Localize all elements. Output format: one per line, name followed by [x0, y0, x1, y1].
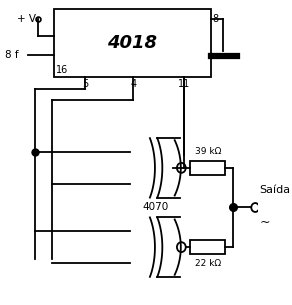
- Text: 11: 11: [178, 79, 191, 89]
- Bar: [190, 161, 225, 175]
- Text: 8: 8: [213, 14, 219, 24]
- Text: 39 kΩ: 39 kΩ: [194, 147, 221, 156]
- Text: 16: 16: [56, 65, 68, 75]
- Bar: [190, 240, 225, 254]
- Text: 5: 5: [82, 79, 88, 89]
- Bar: [54, 9, 211, 77]
- Text: Saída: Saída: [260, 185, 291, 195]
- Text: 4018: 4018: [107, 34, 157, 52]
- Text: 4: 4: [130, 79, 136, 89]
- Text: ~: ~: [260, 216, 270, 229]
- Text: + V: + V: [17, 14, 36, 24]
- Text: 8 f: 8 f: [5, 50, 18, 60]
- Text: 22 kΩ: 22 kΩ: [195, 259, 221, 268]
- Text: 4070: 4070: [142, 203, 168, 213]
